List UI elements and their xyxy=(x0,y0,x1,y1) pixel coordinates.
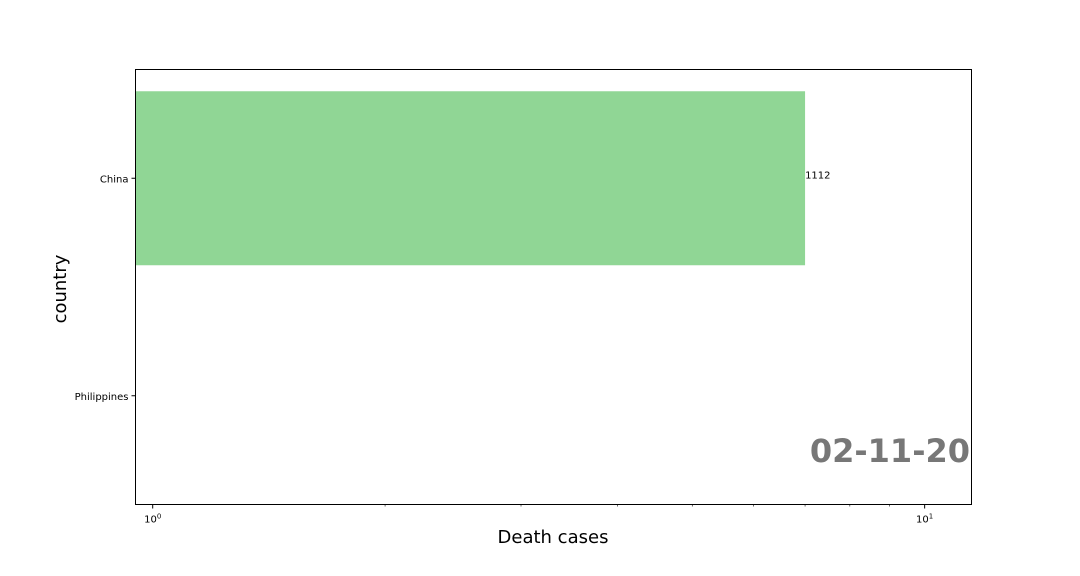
x-tick-label: 101 xyxy=(916,513,933,526)
x-tick-label: 100 xyxy=(144,513,161,526)
plot-frame xyxy=(135,69,972,505)
data-label-china: 1112 xyxy=(805,170,830,181)
y-tick-label-philippines: Philippines xyxy=(75,392,129,403)
date-annotation: 02-11-20 xyxy=(810,432,970,470)
x-minor-ticks xyxy=(384,504,890,507)
y-axis-label: country xyxy=(50,254,71,323)
y-ticks: China Philippines xyxy=(75,174,136,403)
bar-china xyxy=(135,91,806,266)
x-axis-label: Death cases xyxy=(498,527,609,548)
data-labels-layer: 1112 xyxy=(805,170,830,181)
bars-layer xyxy=(135,91,806,266)
x-ticks: 100 101 xyxy=(144,504,933,526)
y-tick-label-china: China xyxy=(100,174,129,185)
